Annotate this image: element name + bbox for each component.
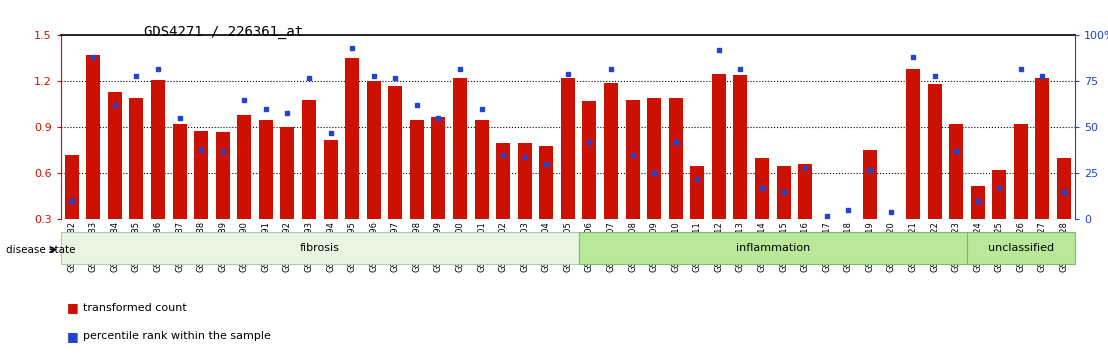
Bar: [151, 80, 165, 266]
Text: GDS4271 / 226361_at: GDS4271 / 226361_at: [144, 25, 304, 39]
Bar: [906, 69, 920, 266]
Bar: [690, 166, 705, 266]
Bar: [647, 98, 661, 266]
Bar: [561, 78, 575, 266]
Bar: [711, 74, 726, 266]
Bar: [841, 227, 855, 266]
Bar: [517, 143, 532, 266]
FancyBboxPatch shape: [967, 232, 1075, 264]
Bar: [64, 155, 79, 266]
Bar: [1057, 158, 1071, 266]
Bar: [496, 143, 510, 266]
Text: ■: ■: [66, 330, 79, 343]
Bar: [540, 146, 553, 266]
Bar: [280, 127, 295, 266]
Bar: [669, 98, 683, 266]
Bar: [971, 186, 985, 266]
Bar: [993, 170, 1006, 266]
Text: disease state: disease state: [6, 245, 75, 255]
Bar: [453, 78, 466, 266]
Bar: [194, 131, 208, 266]
Bar: [237, 115, 252, 266]
Bar: [1014, 124, 1028, 266]
Bar: [626, 100, 639, 266]
Bar: [324, 140, 338, 266]
Bar: [431, 117, 445, 266]
Bar: [820, 219, 833, 266]
Text: ■: ■: [66, 302, 79, 314]
FancyBboxPatch shape: [578, 232, 967, 264]
Bar: [388, 86, 402, 266]
Bar: [1035, 78, 1049, 266]
Bar: [345, 58, 359, 266]
Bar: [950, 124, 963, 266]
Bar: [107, 92, 122, 266]
Bar: [367, 81, 381, 266]
Bar: [410, 120, 424, 266]
Text: inflammation: inflammation: [736, 243, 810, 253]
Bar: [302, 100, 316, 266]
Text: transformed count: transformed count: [83, 303, 187, 313]
Bar: [259, 120, 273, 266]
Bar: [604, 83, 618, 266]
Bar: [755, 158, 769, 266]
Bar: [216, 132, 229, 266]
Bar: [927, 85, 942, 266]
Bar: [474, 120, 489, 266]
Bar: [173, 124, 186, 266]
Bar: [884, 239, 899, 266]
Bar: [733, 75, 748, 266]
Text: percentile rank within the sample: percentile rank within the sample: [83, 331, 271, 341]
Bar: [777, 166, 791, 266]
Bar: [863, 150, 876, 266]
Bar: [583, 101, 596, 266]
Bar: [798, 164, 812, 266]
Bar: [86, 55, 101, 266]
FancyBboxPatch shape: [61, 232, 578, 264]
Text: fibrosis: fibrosis: [300, 243, 340, 253]
Text: unclassified: unclassified: [987, 243, 1054, 253]
Bar: [130, 98, 143, 266]
